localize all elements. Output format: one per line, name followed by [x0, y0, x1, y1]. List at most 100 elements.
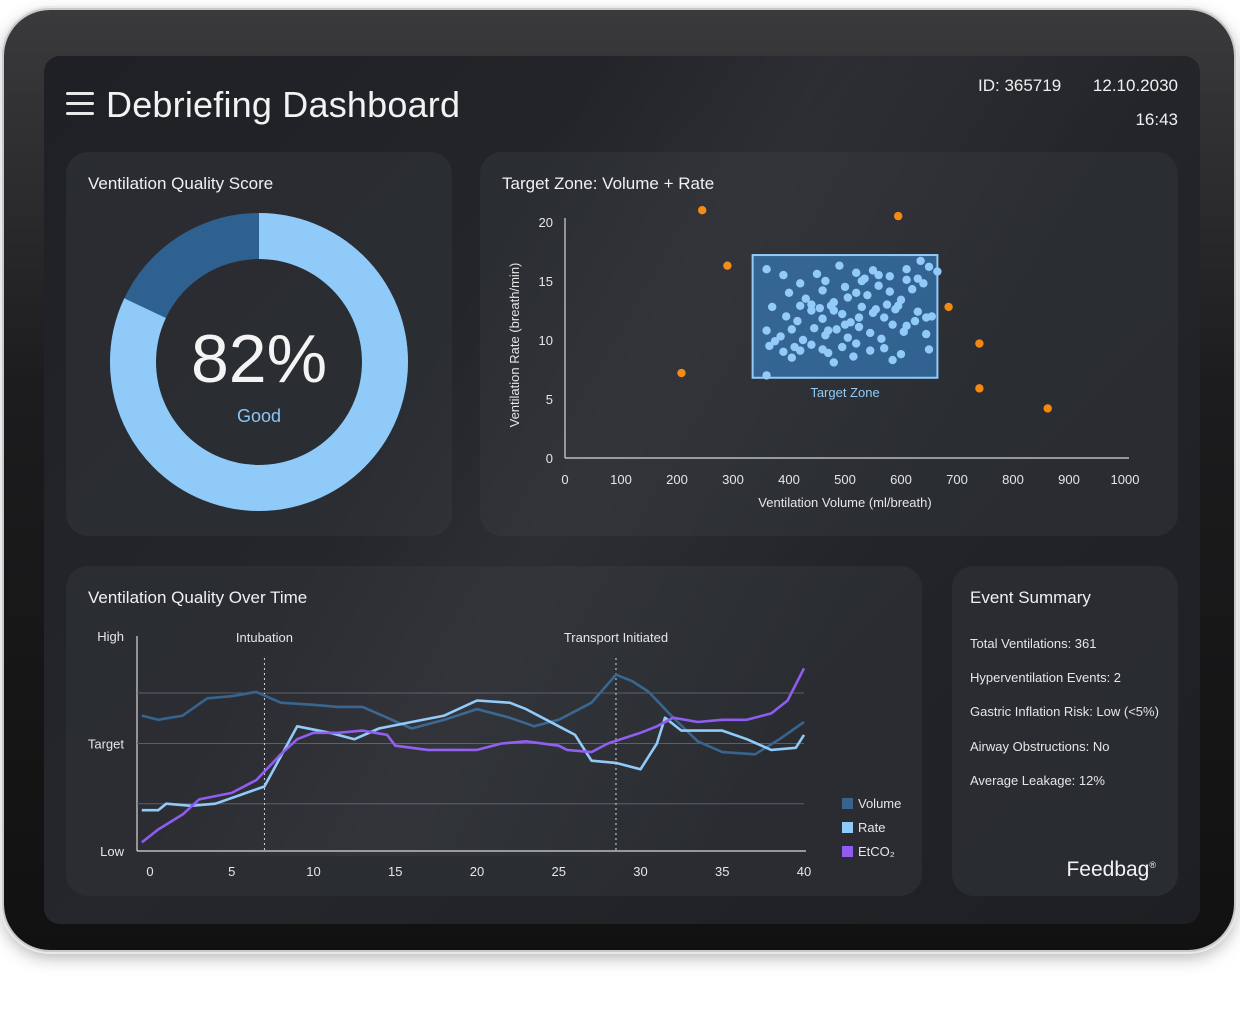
line-x-tick-label: 25 [552, 864, 566, 879]
scatter-x-tick-label: 0 [561, 472, 568, 487]
session-date: 12.10.2030 [1092, 76, 1178, 95]
scatter-y-tick-label: 5 [546, 392, 553, 407]
scatter-point-inside [829, 306, 838, 315]
brand-name: Feedbag [1066, 858, 1150, 881]
scatter-y-tick-label: 20 [539, 215, 553, 230]
scatter-point-inside [824, 326, 833, 335]
scatter-point-inside [857, 276, 866, 286]
scatter-point-inside [885, 287, 894, 296]
scatter-point-inside [782, 312, 791, 321]
scatter-point-outside [944, 302, 953, 312]
scatter-x-tick-label: 600 [890, 472, 912, 487]
line-x-tick-label: 10 [306, 864, 320, 879]
line-y-tick-label: Target [88, 737, 125, 752]
line-y-tick-label: High [97, 629, 124, 644]
event-hyperventilation: Hyperventilation Events: 2 [970, 670, 1122, 685]
scatter-point-inside [882, 300, 892, 309]
scatter-point-inside [810, 324, 819, 333]
scatter-y-axis-label: Ventilation Rate (breath/min) [507, 263, 522, 428]
scatter-point-inside [843, 293, 852, 302]
line-x-tick-label: 5 [228, 864, 235, 879]
scatter-point-outside [723, 261, 732, 270]
scatter-point-inside [821, 276, 830, 286]
scatter-point-inside [765, 341, 774, 351]
score-value: 82% [190, 321, 328, 397]
line-y-tick-label: Low [100, 844, 124, 859]
scatter-point-inside [815, 303, 824, 313]
scatter-point-inside [902, 265, 911, 274]
scatter-point-inside [866, 346, 875, 355]
line-x-tick-label: 0 [146, 864, 153, 879]
scatter-point-inside [899, 327, 908, 336]
scatter-x-tick-label: 700 [946, 472, 968, 487]
scatter-point-inside [854, 313, 864, 322]
scatter-point-inside [818, 314, 827, 323]
scatter-point-inside [787, 353, 796, 362]
scatter-point-inside [798, 335, 808, 345]
time-card-title: Ventilation Quality Over Time [88, 588, 308, 607]
scatter-point-inside [762, 265, 771, 274]
patient-id: ID: 365719 [978, 76, 1062, 95]
scatter-x-tick-label: 900 [1058, 472, 1080, 487]
scatter-point-outside [698, 206, 707, 215]
scatter-point-inside [840, 282, 850, 292]
scatter-card-title: Target Zone: Volume + Rate [502, 174, 715, 193]
scatter-point-inside [896, 349, 906, 359]
scatter-point-inside [877, 334, 886, 344]
legend-swatch [842, 822, 853, 833]
score-donut [110, 213, 408, 511]
scatter-point-outside [975, 339, 984, 348]
legend-swatch [842, 798, 853, 809]
line-x-tick-label: 35 [715, 864, 729, 879]
scatter-point-inside [818, 345, 827, 354]
scatter-point-inside [762, 371, 771, 380]
scatter-point-outside [677, 368, 686, 378]
scatter-point-inside [924, 345, 934, 354]
donut-score-arc [110, 213, 408, 511]
scatter-x-tick-label: 400 [778, 472, 800, 487]
hamburger-menu-icon[interactable] [66, 92, 94, 116]
scatter-point-inside [894, 301, 903, 310]
scatter-point-inside [843, 333, 852, 342]
event-summary-card: Event Summary Total Ventilations: 361 Hy… [952, 566, 1178, 896]
scatter-point-inside [888, 320, 897, 329]
scatter-point-inside [913, 274, 922, 283]
line-chart: Low Target High 0 5 10 15 20 25 30 35 40 Intubation… [88, 629, 902, 879]
scatter-x-tick-label: 800 [1002, 472, 1024, 487]
scatter-point-inside [796, 279, 805, 288]
scatter-point-inside [854, 322, 864, 332]
line-series-volume [141, 673, 805, 756]
scatter-point-inside [776, 332, 785, 341]
scatter-point-inside [838, 342, 847, 352]
scatter-point-inside [849, 352, 858, 361]
scatter-point-inside [852, 268, 861, 277]
legend-label: EtCO₂ [858, 844, 895, 859]
dashboard-screen: Debriefing Dashboard ID: 365719 12.10.20… [44, 56, 1200, 924]
scatter-point-inside [863, 290, 872, 300]
scatter-point-inside [888, 355, 897, 365]
tablet-frame: Debriefing Dashboard ID: 365719 12.10.20… [4, 10, 1234, 950]
scatter-point-inside [874, 281, 883, 290]
scatter-y-tick-label: 15 [539, 274, 553, 289]
scatter-point-inside [807, 300, 816, 309]
legend-label: Rate [858, 820, 885, 835]
scatter-point-inside [796, 346, 805, 355]
scatter-point-outside [894, 211, 903, 221]
line-x-tick-label: 20 [470, 864, 484, 879]
scatter-point-inside [770, 336, 780, 346]
brand-logo: Feedbag® [1066, 858, 1156, 882]
scatter-point-inside [902, 275, 911, 285]
brand-mark: ® [1149, 860, 1156, 870]
line-x-tick-label: 30 [633, 864, 647, 879]
scatter-point-inside [768, 302, 777, 312]
line-series-etco [140, 667, 806, 844]
scatter-x-axis-label: Ventilation Volume (ml/breath) [758, 495, 931, 510]
scatter-point-outside [975, 384, 984, 393]
score-rating: Good [236, 406, 282, 426]
scatter-point-inside [838, 309, 847, 319]
scatter-point-inside [916, 256, 925, 266]
line-series-rate [141, 699, 806, 812]
scatter-point-inside [885, 272, 894, 281]
scatter-point-inside [832, 325, 841, 334]
scatter-x-tick-label: 1000 [1111, 472, 1140, 487]
